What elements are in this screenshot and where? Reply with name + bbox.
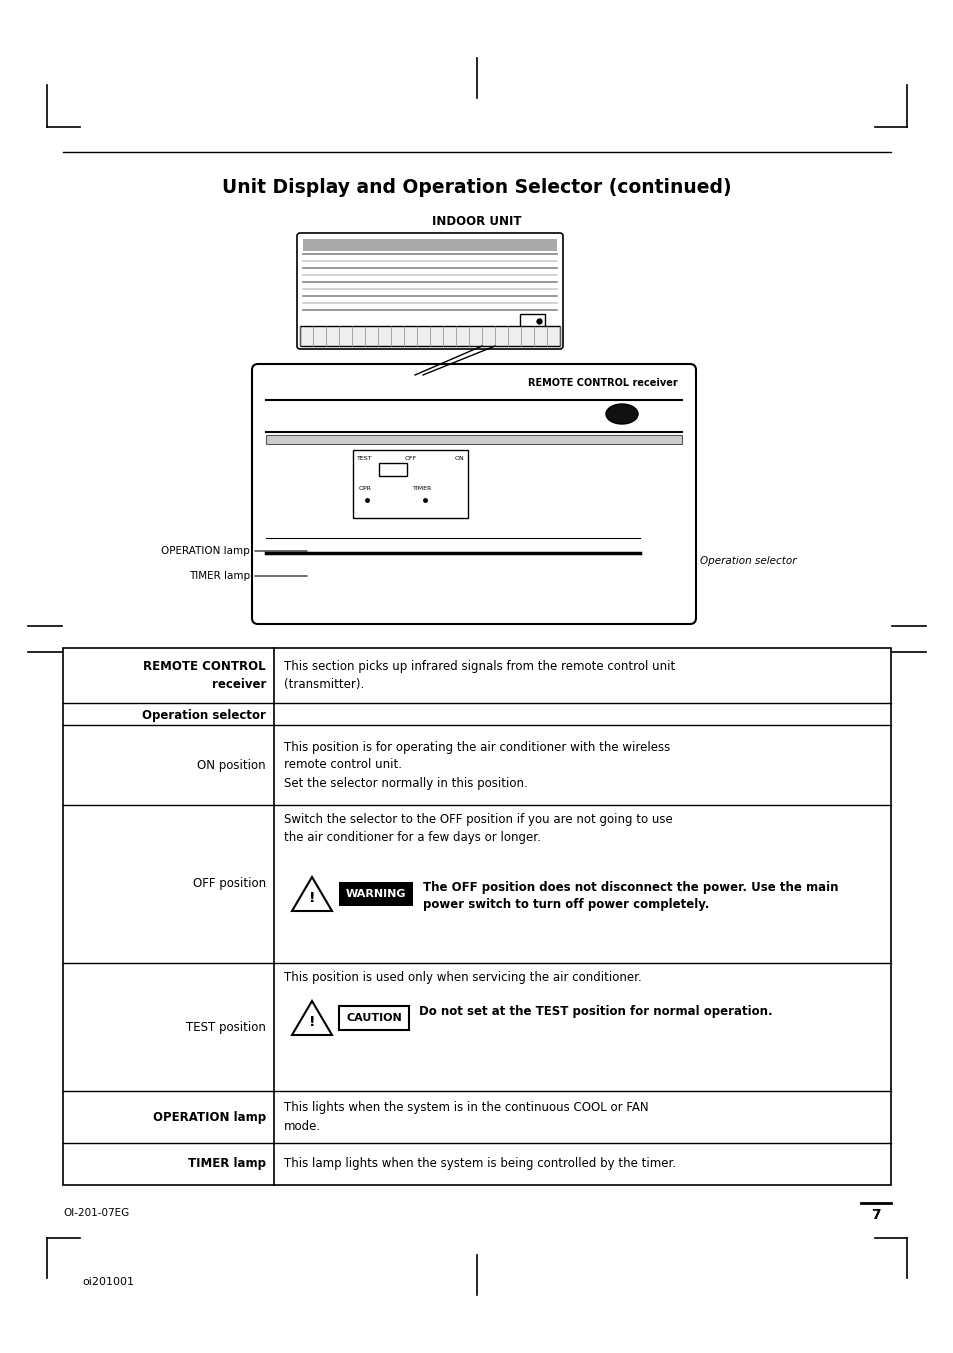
Text: OPERATION lamp: OPERATION lamp: [161, 547, 250, 556]
Bar: [338, 1007, 409, 1030]
Text: REMOTE CONTROL
receiver: REMOTE CONTROL receiver: [143, 660, 266, 690]
Text: oi201001: oi201001: [82, 1277, 133, 1287]
Bar: [519, 314, 544, 327]
Bar: [299, 326, 559, 346]
Text: TIMER: TIMER: [413, 486, 432, 491]
Text: This lamp lights when the system is being controlled by the timer.: This lamp lights when the system is bein…: [284, 1158, 676, 1170]
Text: TEST position: TEST position: [186, 1020, 266, 1034]
Text: This lights when the system is in the continuous COOL or FAN
mode.: This lights when the system is in the co…: [284, 1101, 648, 1132]
Text: This position is for operating the air conditioner with the wireless
remote cont: This position is for operating the air c…: [284, 740, 670, 790]
Text: TIMER lamp: TIMER lamp: [188, 1158, 266, 1170]
Text: OFF position: OFF position: [193, 878, 266, 890]
Polygon shape: [292, 1001, 332, 1035]
Text: Do not set at the TEST position for normal operation.: Do not set at the TEST position for norm…: [418, 1005, 772, 1017]
Text: Operation selector: Operation selector: [142, 709, 266, 723]
Text: Unit Display and Operation Selector (continued): Unit Display and Operation Selector (con…: [222, 179, 731, 198]
Text: OI-201-07EG: OI-201-07EG: [63, 1208, 129, 1218]
Bar: [63, 648, 890, 1185]
Text: CAUTION: CAUTION: [346, 1013, 401, 1023]
Ellipse shape: [605, 405, 638, 423]
FancyBboxPatch shape: [252, 364, 696, 624]
Bar: [303, 239, 557, 252]
Text: OFF: OFF: [405, 456, 416, 461]
Bar: [353, 451, 468, 518]
Text: ON: ON: [454, 456, 463, 461]
Text: Switch the selector to the OFF position if you are not going to use
the air cond: Switch the selector to the OFF position …: [284, 813, 672, 844]
Text: !: !: [309, 1015, 314, 1030]
Text: This section picks up infrared signals from the remote control unit
(transmitter: This section picks up infrared signals f…: [284, 660, 675, 691]
Text: WARNING: WARNING: [345, 889, 406, 898]
Bar: [378, 463, 407, 476]
Text: Operation selector: Operation selector: [700, 556, 796, 566]
Bar: [338, 882, 413, 907]
Text: The OFF position does not disconnect the power. Use the main
power switch to tur: The OFF position does not disconnect the…: [422, 881, 838, 911]
Polygon shape: [292, 877, 332, 911]
Text: INDOOR UNIT: INDOOR UNIT: [432, 215, 521, 229]
Text: 7: 7: [870, 1208, 880, 1222]
Text: TEST: TEST: [356, 456, 372, 461]
Text: TIMER lamp: TIMER lamp: [189, 571, 250, 580]
Text: !: !: [309, 892, 314, 905]
Text: OPERATION lamp: OPERATION lamp: [152, 1111, 266, 1123]
Bar: [266, 436, 681, 444]
Text: OPR: OPR: [358, 486, 372, 491]
Text: ON position: ON position: [197, 759, 266, 771]
Text: This position is used only when servicing the air conditioner.: This position is used only when servicin…: [284, 971, 641, 984]
FancyBboxPatch shape: [296, 233, 562, 349]
Text: REMOTE CONTROL receiver: REMOTE CONTROL receiver: [528, 377, 678, 388]
